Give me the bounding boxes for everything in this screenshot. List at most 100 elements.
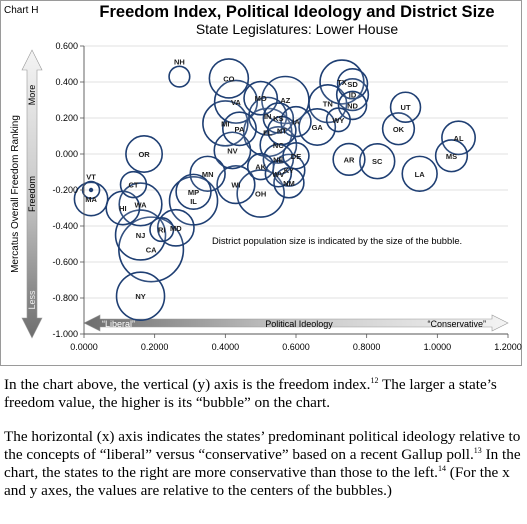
bubble-label-pa: PA [235,125,245,134]
bubble-label-az: AZ [280,96,290,105]
bubble-label-nm: NM [283,179,295,188]
bubble-label-ri: RI [158,226,166,235]
bubble-oh [236,169,285,218]
bubble-id [335,77,370,112]
bubble-label-nc: NC [273,141,284,150]
bubble-label-mo: MO [255,94,267,103]
bubble-nv [213,131,252,170]
y-tick-label: 0.600 [55,41,78,51]
y-tick-label: -0.400 [52,221,78,231]
y-side-freedom: Freedom [27,176,37,212]
y-side-more: More [27,85,37,106]
bubble-nt [267,115,297,146]
bubble-label-tx: TX [337,78,347,87]
bubble-label-id: ID [349,91,357,100]
bubble-co [208,58,250,99]
x-tick-label: 0.6000 [282,342,310,352]
bubble-label-hi: HI [119,204,127,213]
bubble-label-la: LA [415,170,426,179]
bubble-or [125,135,164,173]
bubble-ok [381,112,416,146]
bubble-va [213,79,259,124]
bubble-nh [168,65,191,88]
bubble-label-wi: WI [231,181,240,190]
bubble-sc [359,142,396,180]
bubble-label-md: MD [170,224,182,233]
x-tick-label: 1.2000 [494,342,522,352]
y-tick-label: 0.200 [55,113,78,123]
bubble-mn [189,155,226,193]
caption-text: The larger a state’s freedom value, the … [4,376,497,411]
bubble-label-fl: FL [263,128,273,137]
bubble-label-nt: NT [277,127,287,136]
chart-title: Freedom Index, Political Ideology and Di… [99,3,494,21]
bubble-label-ny: NY [135,292,145,301]
x-axis-title: Political Ideology [265,319,333,329]
bubble-label-ia: IA [292,118,300,127]
y-axis-arrow [21,49,43,339]
bubble-ms [434,139,469,173]
bubble-nd [337,90,368,121]
bubble-label-va: VA [231,98,241,107]
caption-text: (For the x and y axes, the values are re… [4,464,510,499]
y-tick-label: -1.000 [52,329,78,339]
bubble-label-ca: CA [146,245,157,254]
bubble-label-wv: WV [272,170,284,179]
bubble-ca [118,216,185,283]
bubble-label-oh: OH [255,190,266,199]
bubble-label-ak: AK [255,163,266,172]
caption-paragraph-2: The horizontal (x) axis indicates the st… [4,428,527,500]
bubble-label-ok: OK [393,125,405,134]
bubble-wa [118,182,163,227]
size-note: District population size is indicated by… [212,235,462,246]
bubble-ar [332,142,366,177]
y-side-less: Less [27,290,37,310]
bubble-al [441,120,476,156]
bubble-wi [216,164,256,205]
bubble-label-wa: WA [134,200,147,209]
y-tick-label: 0.400 [55,77,78,87]
footnote-ref[interactable]: 14 [437,463,446,473]
bubble-label-al: AL [454,134,464,143]
bubble-label-sc: SC [372,157,383,166]
bubble-label-tn: TN [323,100,333,109]
chart-label: Chart H [4,5,38,16]
y-tick-label: -0.200 [52,185,78,195]
bubble-label-de: DE [291,152,301,161]
x-side-liberal: “Liberal” [102,319,135,329]
caption-text: In the chart above, the vertical (y) axi… [4,376,371,393]
bubble-pa [222,111,257,147]
x-tick-label: 0.0000 [70,342,98,352]
bubble-wv [264,160,293,188]
caption-text: In the chart, the states to the right ar… [4,446,521,481]
bubble-label-ga: GA [312,123,324,132]
bubble-label-ne: NE [273,155,283,164]
bubble-ak [246,152,275,181]
footnote-ref[interactable]: 13 [473,445,482,455]
x-tick-label: 0.8000 [353,342,381,352]
bubble-label-mp: MP [188,188,199,197]
caption-paragraph-1: In the chart above, the vertical (y) axi… [4,376,527,412]
chart-subtitle: State Legislatures: Lower House [196,21,399,37]
x-axis-arrow [83,314,509,332]
bubble-sd [336,68,369,100]
bubble-label-ar: AR [344,155,355,164]
chart-text: Chart H Freedom Index, Political Ideolog… [4,3,495,329]
bubble-label-ks: KS [273,114,283,123]
x-tick-label: 1.0000 [424,342,452,352]
bubble-label-ms: MS [446,152,457,161]
bubble-nm [273,167,305,199]
bubble-label-mi: MI [221,119,229,128]
bubble-wy [325,107,351,133]
x-side-conservative: “Conservative” [427,319,486,329]
footnote-ref[interactable]: 12 [370,375,379,385]
bubble-label-nv: NV [227,146,237,155]
bubble-label-nh: NH [174,57,185,66]
bubbles [73,58,476,322]
bubble-dot-vt [88,187,94,193]
bubble-ri [149,217,175,243]
bubble-ct [119,170,148,199]
y-tick-label: -0.800 [52,293,78,303]
x-tick-label: 0.2000 [141,342,169,352]
